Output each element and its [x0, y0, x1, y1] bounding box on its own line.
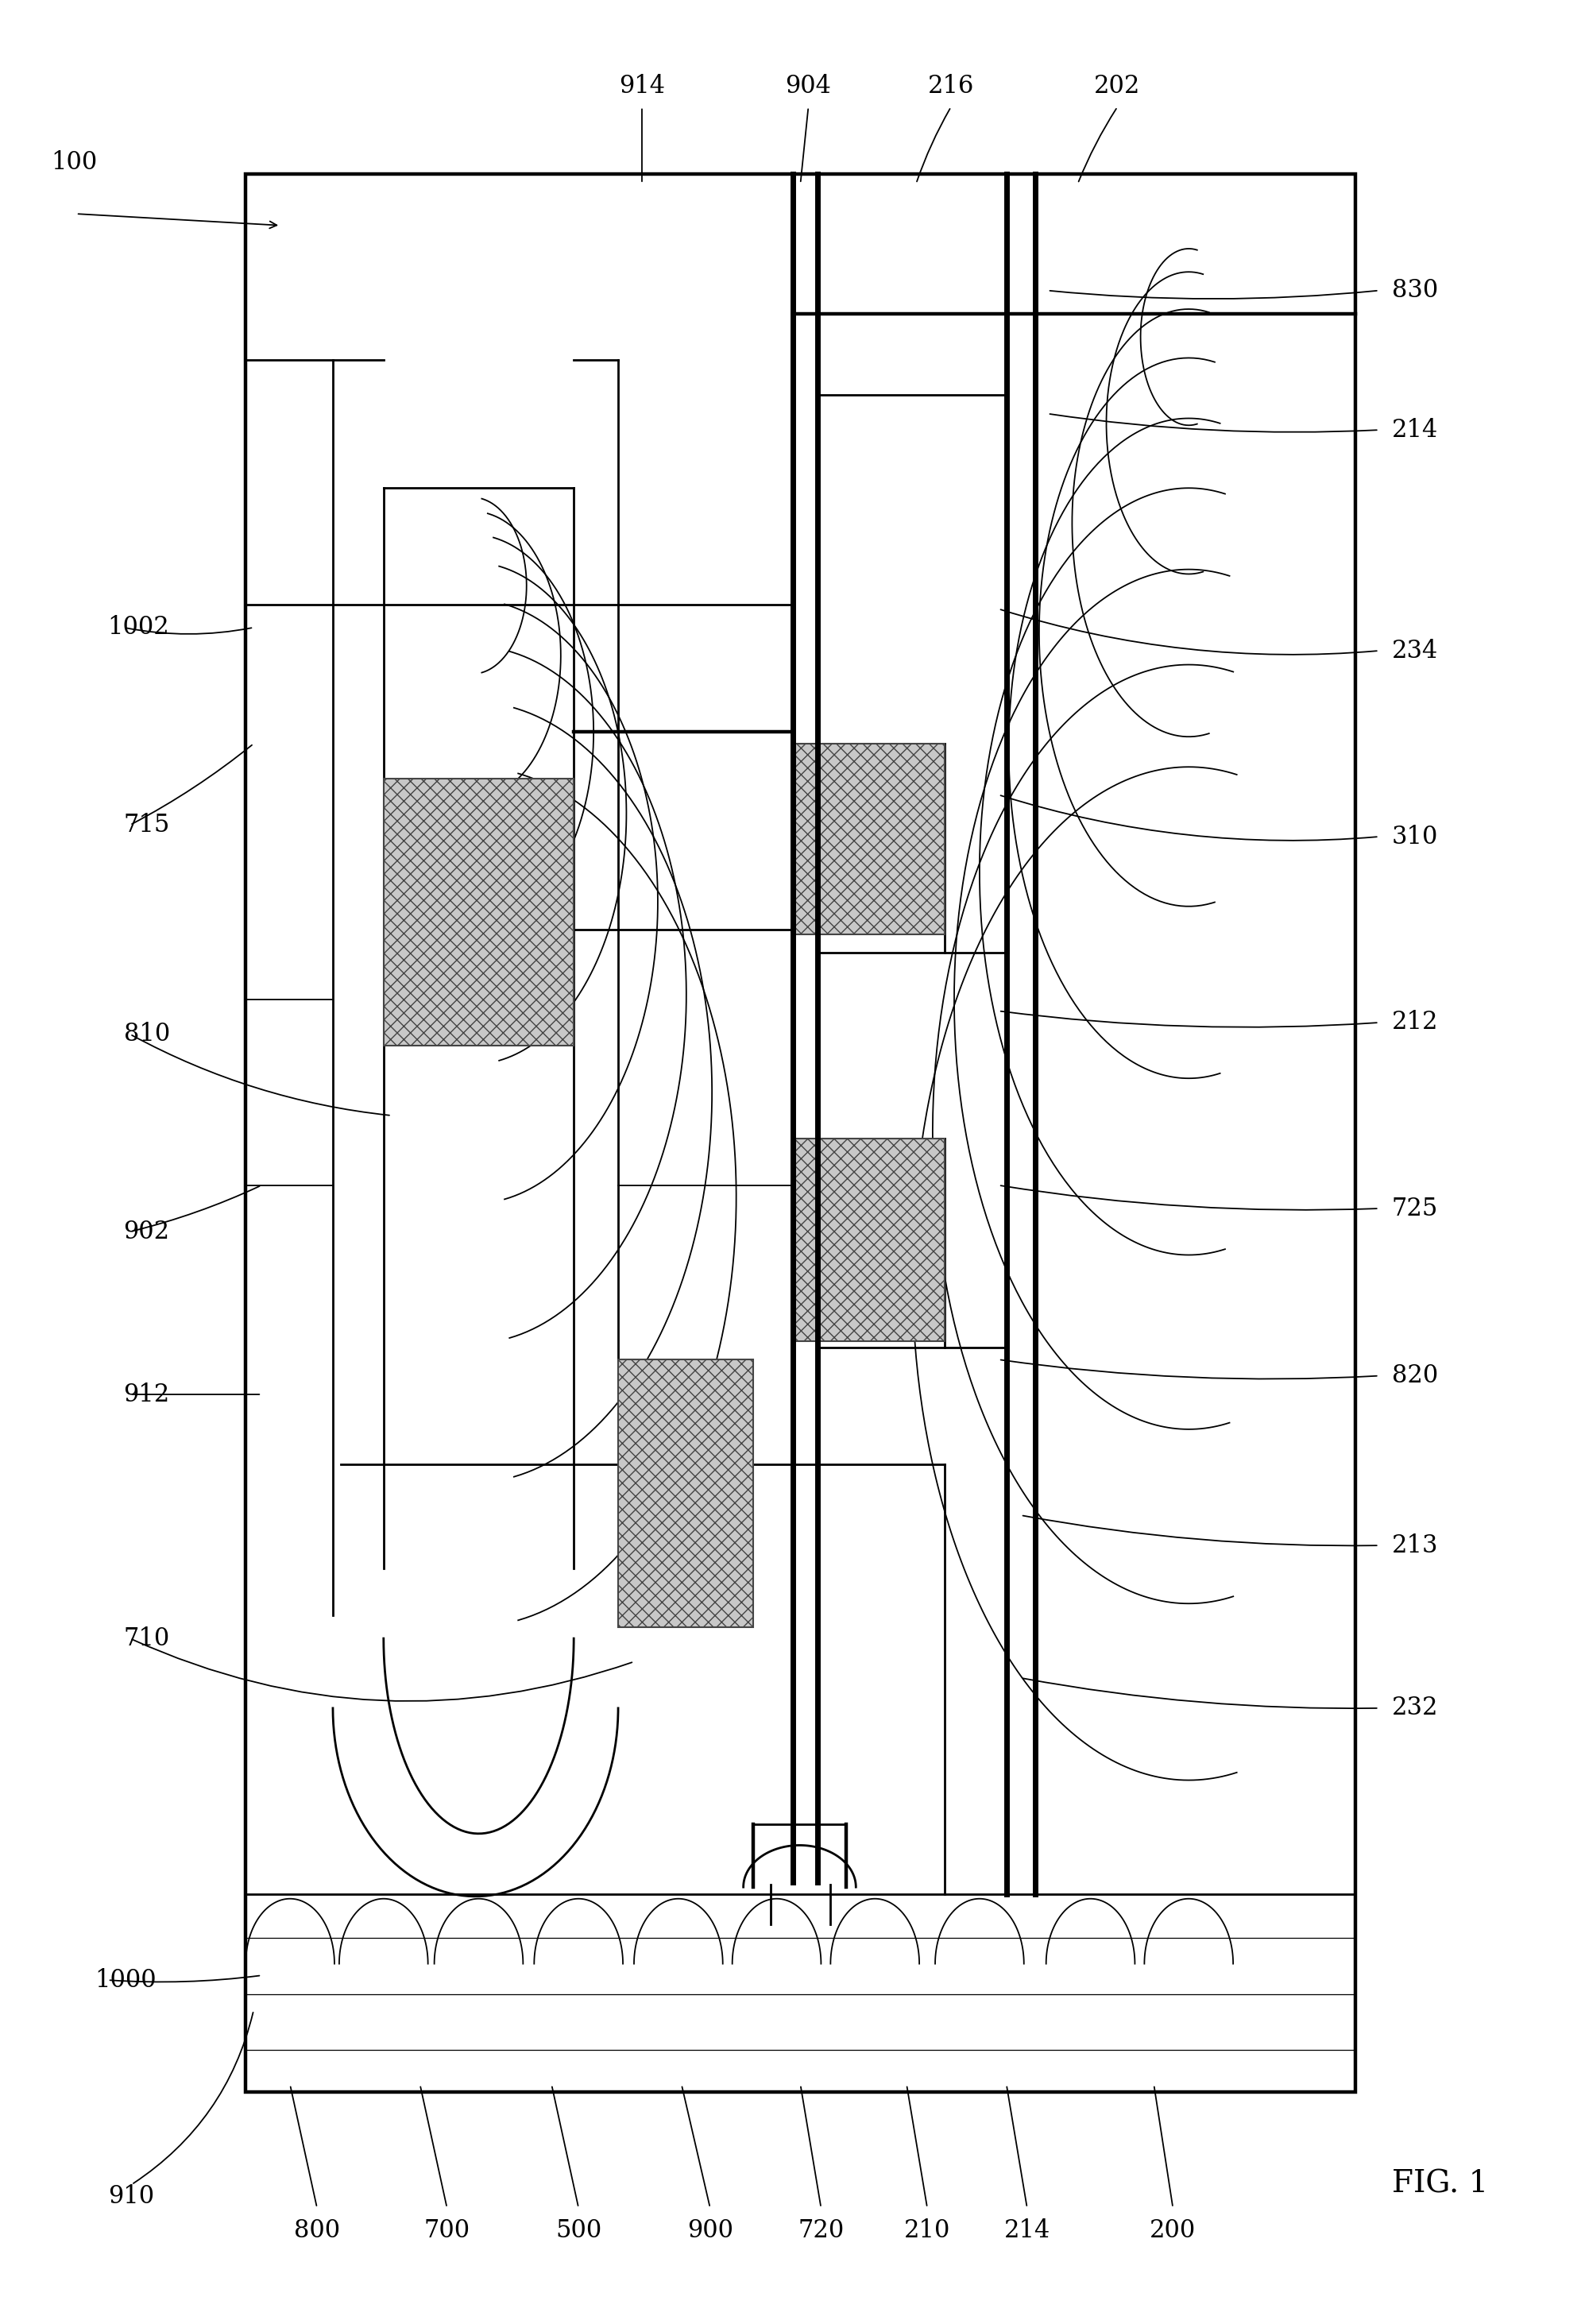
Text: 900: 900 — [686, 2219, 734, 2243]
Text: 1002: 1002 — [108, 616, 170, 639]
Text: 214: 214 — [1392, 418, 1438, 442]
Text: 500: 500 — [555, 2219, 602, 2243]
Bar — [796, 1139, 945, 1341]
Text: 210: 210 — [903, 2219, 951, 2243]
Text: FIG. 1: FIG. 1 — [1392, 2171, 1488, 2199]
Text: 912: 912 — [124, 1383, 170, 1406]
Bar — [384, 779, 574, 1046]
Text: 100: 100 — [51, 151, 97, 174]
Text: 202: 202 — [1094, 74, 1141, 98]
Text: 910: 910 — [108, 2185, 155, 2208]
Text: 700: 700 — [423, 2219, 471, 2243]
Text: 310: 310 — [1392, 825, 1438, 848]
Text: 720: 720 — [797, 2219, 845, 2243]
Text: 1000: 1000 — [95, 1968, 157, 1992]
Text: 234: 234 — [1392, 639, 1438, 662]
Text: 216: 216 — [927, 74, 975, 98]
Text: 715: 715 — [124, 813, 170, 837]
Text: 800: 800 — [293, 2219, 341, 2243]
Bar — [246, 174, 1355, 2092]
Text: 810: 810 — [124, 1023, 170, 1046]
Text: 213: 213 — [1392, 1534, 1438, 1557]
Bar — [796, 744, 945, 934]
Text: 902: 902 — [124, 1220, 170, 1243]
Text: 725: 725 — [1392, 1197, 1438, 1220]
Text: 904: 904 — [785, 74, 832, 98]
Text: 914: 914 — [618, 74, 666, 98]
Text: 232: 232 — [1392, 1697, 1438, 1720]
Text: 830: 830 — [1392, 279, 1438, 302]
Text: 710: 710 — [124, 1627, 170, 1650]
Text: 200: 200 — [1149, 2219, 1197, 2243]
Bar — [618, 1360, 753, 1627]
Text: 820: 820 — [1392, 1364, 1438, 1387]
Text: 212: 212 — [1392, 1011, 1438, 1034]
Text: 214: 214 — [1003, 2219, 1051, 2243]
